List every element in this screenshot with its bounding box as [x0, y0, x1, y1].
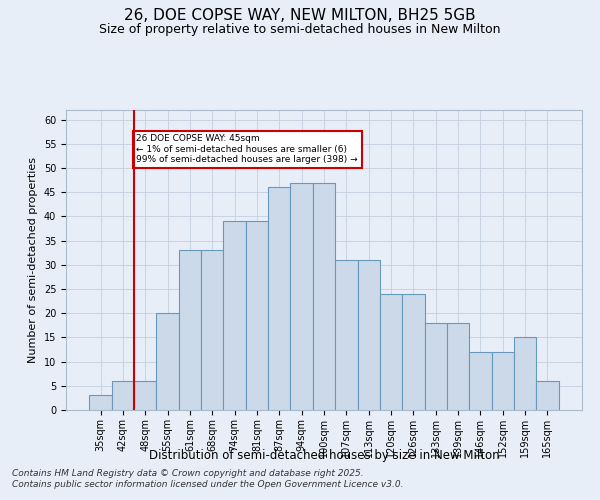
Text: 26, DOE COPSE WAY, NEW MILTON, BH25 5GB: 26, DOE COPSE WAY, NEW MILTON, BH25 5GB: [124, 8, 476, 22]
Bar: [536, 381, 559, 410]
Text: 26 DOE COPSE WAY: 45sqm
← 1% of semi-detached houses are smaller (6)
99% of semi: 26 DOE COPSE WAY: 45sqm ← 1% of semi-det…: [136, 134, 358, 164]
Bar: [491, 352, 514, 410]
Text: Size of property relative to semi-detached houses in New Milton: Size of property relative to semi-detach…: [99, 22, 501, 36]
Bar: [157, 313, 179, 410]
Bar: [335, 260, 358, 410]
Bar: [514, 338, 536, 410]
Bar: [134, 381, 157, 410]
Bar: [112, 381, 134, 410]
Bar: [380, 294, 402, 410]
Bar: [89, 396, 112, 410]
Bar: [246, 222, 268, 410]
Text: Contains public sector information licensed under the Open Government Licence v3: Contains public sector information licen…: [12, 480, 404, 489]
Bar: [358, 260, 380, 410]
Bar: [290, 182, 313, 410]
Bar: [201, 250, 223, 410]
Bar: [268, 188, 290, 410]
Y-axis label: Number of semi-detached properties: Number of semi-detached properties: [28, 157, 38, 363]
Bar: [313, 182, 335, 410]
Bar: [447, 323, 469, 410]
Bar: [469, 352, 491, 410]
Text: Contains HM Land Registry data © Crown copyright and database right 2025.: Contains HM Land Registry data © Crown c…: [12, 468, 364, 477]
Bar: [179, 250, 201, 410]
Bar: [402, 294, 425, 410]
Bar: [223, 222, 246, 410]
Text: Distribution of semi-detached houses by size in New Milton: Distribution of semi-detached houses by …: [149, 448, 499, 462]
Bar: [425, 323, 447, 410]
